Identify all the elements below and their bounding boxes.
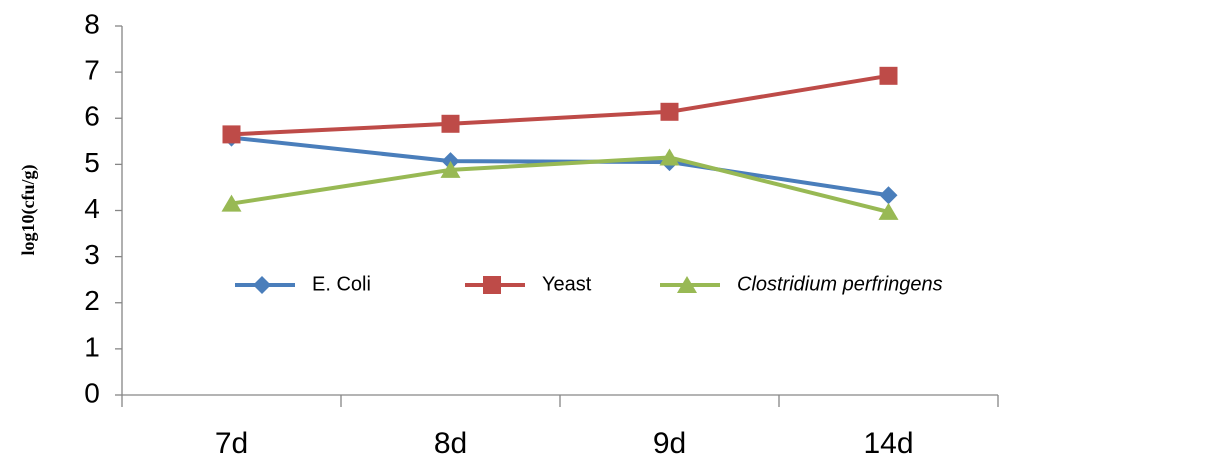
- marker: [221, 194, 242, 212]
- marker: [879, 186, 898, 205]
- y-tick-label: 8: [84, 8, 100, 39]
- legend-label: E. Coli: [312, 273, 371, 295]
- marker: [440, 160, 461, 178]
- marker: [660, 102, 679, 121]
- marker: [659, 148, 680, 166]
- y-tick-label: 4: [84, 193, 100, 224]
- legend-label: Yeast: [542, 273, 592, 295]
- marker: [222, 125, 241, 144]
- legend-marker: [677, 276, 697, 293]
- series-line: [231, 73, 889, 137]
- legend-marker: [253, 276, 271, 294]
- legend-label: Clostridium perfringens: [737, 273, 943, 295]
- series-line: [231, 135, 889, 198]
- y-tick-label: 6: [84, 101, 100, 132]
- marker: [441, 114, 460, 133]
- x-tick-label: 9d: [653, 427, 686, 460]
- y-tick-label: 1: [84, 331, 100, 362]
- y-tick-label: 2: [84, 285, 100, 316]
- y-tick-label: 3: [84, 239, 100, 270]
- x-tick-label: 14d: [863, 427, 913, 460]
- y-tick-label: 0: [84, 377, 100, 408]
- y-axis-label: log10(cfu/g): [18, 165, 39, 256]
- x-tick-label: 8d: [434, 427, 467, 460]
- x-tick-label: 7d: [215, 427, 248, 460]
- legend-marker: [483, 276, 501, 294]
- y-tick-label: 5: [84, 147, 100, 178]
- marker: [878, 202, 899, 220]
- series-line: [231, 155, 889, 214]
- marker: [879, 66, 898, 85]
- y-tick-label: 7: [84, 55, 100, 86]
